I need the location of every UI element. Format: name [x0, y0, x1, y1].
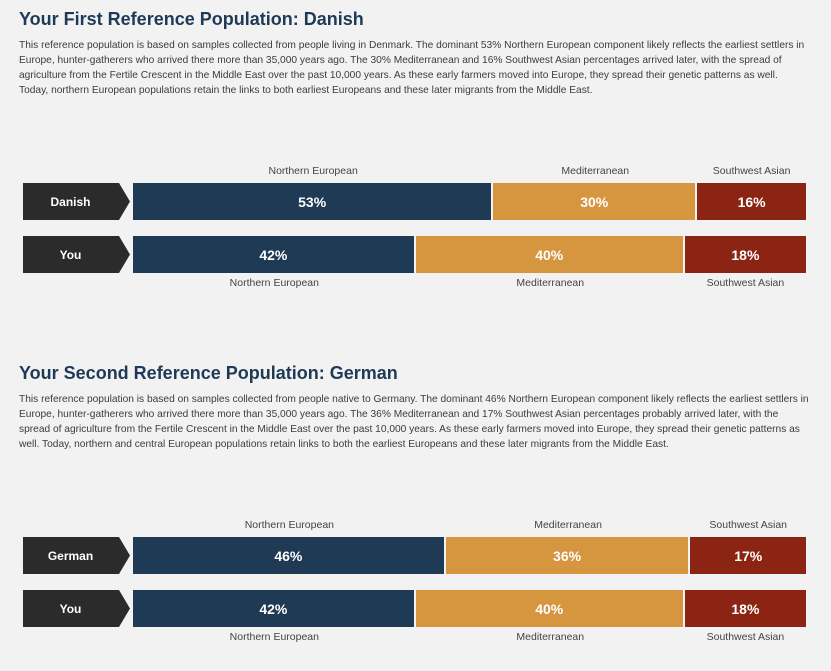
southwest-asian-label: Southwest Asian	[712, 165, 791, 177]
you-tag: You	[23, 236, 130, 273]
northern-european-segment: 42%	[133, 590, 416, 627]
you-ancestry-bar: 42% 40% 18%	[133, 236, 806, 273]
southwest-asian-segment: 18%	[684, 590, 806, 627]
mediterranean-label: Mediterranean	[561, 165, 630, 177]
mediterranean-segment: 40%	[415, 236, 685, 273]
northern-european-label: Northern European	[268, 165, 358, 177]
northern-european-segment: 46%	[133, 537, 446, 574]
mediterranean-segment: 30%	[493, 183, 698, 220]
reference-population-tag: German	[23, 537, 130, 574]
section-description: This reference population is based on sa…	[19, 394, 809, 450]
mediterranean-segment: 36%	[445, 537, 691, 574]
southwest-asian-label: Southwest Asian	[709, 519, 788, 531]
mediterranean-label: Mediterranean	[534, 519, 602, 531]
northern-european-segment: 53%	[133, 183, 494, 220]
northern-european-label: Northern European	[229, 631, 319, 643]
reference-bar-row: German 46% 36% 17%	[0, 537, 831, 574]
mediterranean-label: Mediterranean	[516, 277, 585, 289]
you-bar-row: You 42% 40% 18%	[0, 590, 831, 627]
section-description: This reference population is based on sa…	[19, 40, 805, 96]
section-title: Your Second Reference Population: German	[19, 363, 398, 383]
reference-bar-row: Danish 53% 30% 16%	[0, 183, 831, 220]
southwest-asian-segment: 17%	[690, 537, 806, 574]
mediterranean-label: Mediterranean	[516, 631, 585, 643]
you-ancestry-bar: 42% 40% 18%	[133, 590, 806, 627]
southwest-asian-segment: 18%	[684, 236, 806, 273]
southwest-asian-label: Southwest Asian	[706, 631, 785, 643]
southwest-asian-segment: 16%	[697, 183, 806, 220]
southwest-asian-label: Southwest Asian	[706, 277, 785, 289]
northern-european-label: Northern European	[229, 277, 319, 289]
you-bar-row: You 42% 40% 18%	[0, 236, 831, 273]
reference-ancestry-bar: 46% 36% 17%	[133, 537, 806, 574]
reference-ancestry-bar: 53% 30% 16%	[133, 183, 806, 220]
northern-european-label: Northern European	[244, 519, 334, 531]
reference-population-tag: Danish	[23, 183, 130, 220]
you-tag: You	[23, 590, 130, 627]
northern-european-segment: 42%	[133, 236, 416, 273]
section-title: Your First Reference Population: Danish	[19, 9, 364, 29]
mediterranean-segment: 40%	[415, 590, 685, 627]
